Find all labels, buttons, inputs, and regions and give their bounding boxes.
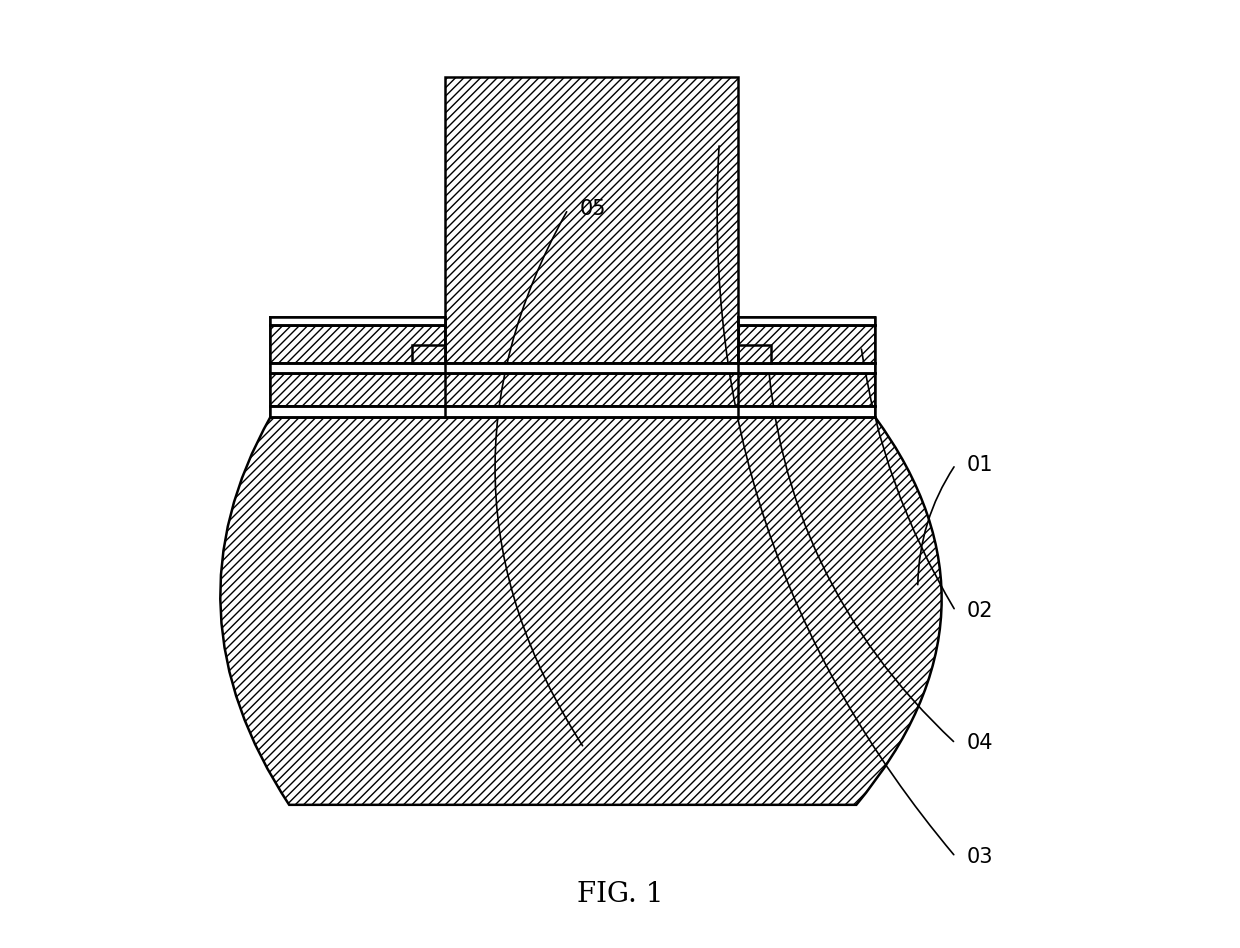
Text: 02: 02 (967, 601, 993, 621)
Text: 05: 05 (579, 199, 606, 219)
Bar (412, 344, 445, 363)
Bar (270, 406, 875, 417)
Text: 01: 01 (967, 454, 993, 475)
Text: 04: 04 (967, 734, 993, 754)
Text: 03: 03 (967, 847, 993, 866)
Bar (270, 317, 445, 324)
Bar (738, 317, 875, 324)
Bar (270, 324, 445, 363)
Bar (445, 77, 738, 363)
Bar (738, 324, 875, 363)
Bar (738, 344, 771, 363)
PathPatch shape (221, 417, 941, 805)
Bar (270, 373, 875, 406)
Text: FIG. 1: FIG. 1 (577, 881, 663, 908)
Bar (270, 363, 875, 373)
